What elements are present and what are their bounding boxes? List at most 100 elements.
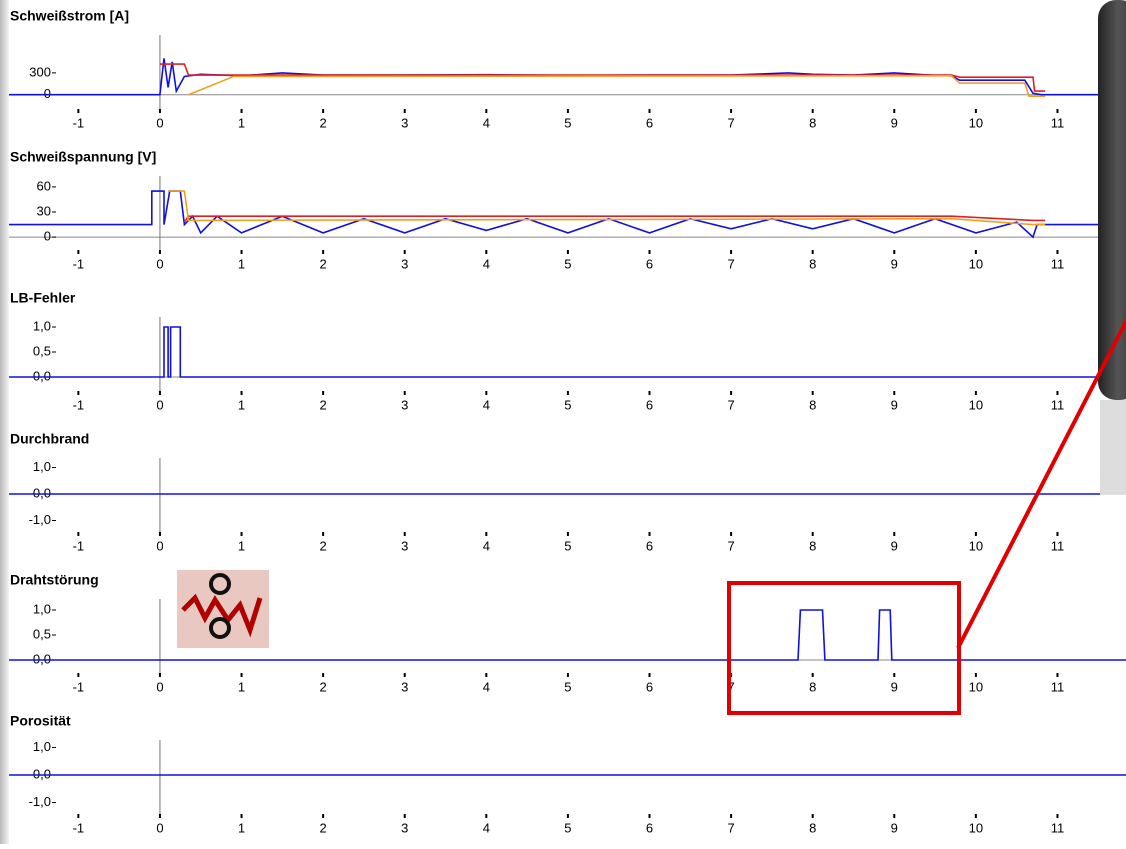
x-tick-label: 9: [891, 256, 898, 271]
x-tick-label: 4: [483, 538, 490, 553]
icon-roller: [209, 617, 231, 639]
x-tick-label: -1: [73, 397, 85, 412]
x-tick-label: 0: [156, 538, 163, 553]
y-tick-label: 300: [29, 64, 51, 79]
x-tick-label: 5: [564, 115, 571, 130]
x-tick-label: 2: [320, 397, 327, 412]
x-tick-label: -1: [73, 820, 85, 835]
y-tick-label: 30: [37, 203, 51, 218]
series-line: [168, 190, 1046, 226]
x-tick-label: 0: [156, 397, 163, 412]
x-tick-label: 11: [1051, 820, 1065, 835]
x-tick-label: 2: [320, 256, 327, 271]
pointer-line: [956, 317, 1126, 649]
x-tick-label: 2: [320, 820, 327, 835]
y-tick-label: 0: [44, 229, 51, 244]
x-tick-label: 1: [238, 397, 245, 412]
x-tick-label: -1: [73, 538, 85, 553]
series-line: [183, 215, 1046, 223]
y-tick-label: 0: [44, 86, 51, 101]
x-tick-label: 9: [891, 397, 898, 412]
x-tick-label: 11: [1051, 256, 1065, 271]
wire-fault-icon: [177, 570, 269, 648]
x-tick-label: 4: [483, 679, 490, 694]
x-tick-label: 9: [891, 115, 898, 130]
x-tick-label: 7: [727, 538, 734, 553]
x-tick-label: 7: [727, 397, 734, 412]
x-tick-label: 10: [969, 397, 983, 412]
x-tick-label: 6: [646, 679, 653, 694]
x-tick-label: 11: [1051, 679, 1065, 694]
y-tick-label: 1,0: [33, 601, 51, 616]
x-tick-label: 7: [727, 820, 734, 835]
icon-roller: [209, 573, 231, 595]
x-tick-label: 10: [969, 820, 983, 835]
x-tick-label: 6: [646, 115, 653, 130]
x-tick-label: 5: [564, 256, 571, 271]
series-line: [9, 609, 1126, 661]
y-tick-label: 0,0: [33, 485, 51, 500]
y-tick-label: 1,0: [33, 739, 51, 754]
x-tick-label: 9: [891, 679, 898, 694]
x-tick-label: 1: [238, 679, 245, 694]
y-tick-label: 60: [37, 178, 51, 193]
x-tick-label: 10: [969, 115, 983, 130]
x-tick-label: 5: [564, 538, 571, 553]
x-tick-label: 10: [969, 538, 983, 553]
y-tick-label: 0,0: [33, 368, 51, 383]
x-tick-label: 6: [646, 397, 653, 412]
x-tick-label: 3: [401, 397, 408, 412]
x-tick-label: 4: [483, 820, 490, 835]
x-tick-label: 10: [969, 256, 983, 271]
x-tick-label: 9: [891, 820, 898, 835]
x-tick-label: 2: [320, 115, 327, 130]
x-tick-label: 0: [156, 256, 163, 271]
y-tick-label: 0,0: [33, 651, 51, 666]
y-tick-label: 1,0: [33, 318, 51, 333]
series-line: [9, 326, 1126, 378]
x-tick-label: 11: [1051, 115, 1065, 130]
x-tick-label: 6: [646, 538, 653, 553]
x-tick-label: 5: [564, 679, 571, 694]
x-tick-label: 1: [238, 115, 245, 130]
y-tick-label: -1,0: [29, 794, 51, 809]
x-tick-label: 9: [891, 538, 898, 553]
y-tick-label: 1,0: [33, 459, 51, 474]
x-tick-label: 4: [483, 256, 490, 271]
x-tick-label: 2: [320, 679, 327, 694]
x-tick-label: 8: [809, 397, 816, 412]
x-tick-label: 8: [809, 679, 816, 694]
x-tick-label: 8: [809, 820, 816, 835]
series-line: [188, 74, 1046, 97]
y-tick-label: 0,5: [33, 626, 51, 641]
chart-title: Schweißspannung [V]: [10, 149, 156, 165]
y-tick-label: 0,5: [33, 343, 51, 358]
chart-title: Drahtstörung: [10, 572, 99, 588]
x-tick-label: -1: [73, 679, 85, 694]
x-tick-label: 8: [809, 538, 816, 553]
chart-title: Durchbrand: [10, 431, 89, 447]
chart-title: Porosität: [10, 713, 71, 729]
x-tick-label: 7: [727, 679, 734, 694]
x-tick-label: 1: [238, 256, 245, 271]
x-tick-label: -1: [73, 256, 85, 271]
x-tick-label: 10: [969, 679, 983, 694]
x-tick-label: 0: [156, 679, 163, 694]
x-tick-label: 11: [1051, 538, 1065, 553]
photo-reflection: [1100, 400, 1126, 495]
x-tick-label: 5: [564, 397, 571, 412]
x-tick-label: -1: [73, 115, 85, 130]
x-tick-label: 3: [401, 679, 408, 694]
x-tick-label: 6: [646, 820, 653, 835]
x-tick-label: 11: [1051, 397, 1065, 412]
x-tick-label: 0: [156, 820, 163, 835]
x-tick-label: 7: [727, 256, 734, 271]
x-tick-label: 0: [156, 115, 163, 130]
x-tick-label: 4: [483, 397, 490, 412]
chart-title: LB-Fehler: [10, 290, 76, 306]
x-tick-label: 5: [564, 820, 571, 835]
icon-zigzag: [181, 593, 263, 638]
series-line: [159, 63, 1046, 92]
